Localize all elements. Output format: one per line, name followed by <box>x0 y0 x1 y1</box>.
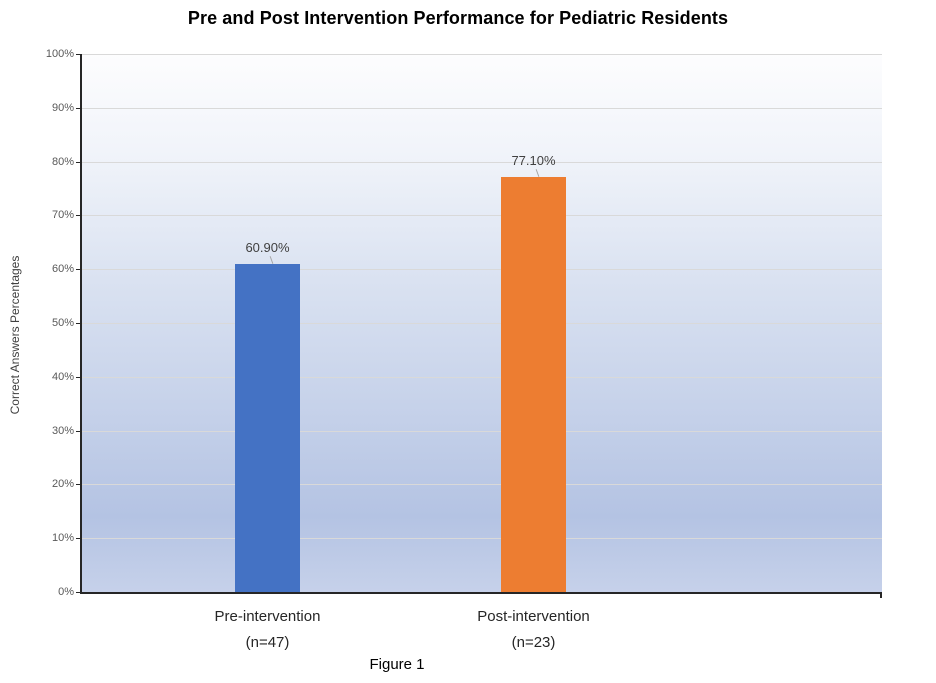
y-tick-label: 0% <box>58 586 74 598</box>
chart-title: Pre and Post Intervention Performance fo… <box>187 8 729 28</box>
y-tick-label: 10% <box>51 532 74 545</box>
y-axis-tick <box>76 431 81 432</box>
gridline-40% <box>82 376 882 378</box>
figure-caption: Figure 1 <box>369 656 425 673</box>
category-label-subtext: (n=47) <box>245 634 290 651</box>
y-tick-label: 90% <box>51 101 74 114</box>
y-tick-label: 50% <box>51 317 74 329</box>
data-label: 60.90% <box>245 240 290 256</box>
y-axis-title: Correct Answers Percentages <box>8 255 22 415</box>
y-tick-label: 80% <box>51 155 74 168</box>
gridline-20% <box>82 484 882 486</box>
gridline-30% <box>82 430 882 432</box>
y-axis-tick <box>76 54 81 55</box>
gridline-90% <box>82 107 882 109</box>
bar-post-intervention <box>501 177 566 592</box>
data-label-leader-line <box>535 169 539 178</box>
y-tick-label: 40% <box>51 370 74 383</box>
data-label-leader-line <box>269 256 273 265</box>
category-label-text: Post-intervention <box>477 608 590 625</box>
y-axis-tick <box>76 538 81 539</box>
gridline-10% <box>82 538 882 540</box>
data-label: 77.10% <box>511 153 556 169</box>
y-axis-tick <box>76 592 81 593</box>
category-label-post-intervention: Post-intervention (n=23) <box>424 604 644 656</box>
y-axis-tick <box>76 215 81 216</box>
gridline-80% <box>82 161 882 163</box>
y-axis-tick <box>76 377 81 378</box>
gridline-60% <box>82 269 882 271</box>
gridline-100% <box>82 54 882 55</box>
x-axis-end-tick <box>880 594 882 598</box>
y-tick-label: 20% <box>51 478 74 491</box>
y-tick-label: 60% <box>51 263 74 276</box>
bar-pre-intervention <box>235 264 300 592</box>
category-label-subtext: (n=23) <box>511 634 556 651</box>
plot-area: 60.90% 77.10% <box>82 54 882 592</box>
y-axis-line <box>80 54 82 594</box>
y-axis-tick <box>76 269 81 270</box>
y-tick-label: 100% <box>45 48 74 60</box>
y-axis-tick <box>76 162 81 163</box>
x-axis-line <box>82 592 882 594</box>
y-axis-tick <box>76 108 81 109</box>
y-axis-tick <box>76 484 81 485</box>
category-label-text: Pre-intervention <box>214 608 321 625</box>
y-tick-label: 30% <box>51 424 74 437</box>
y-axis-tick <box>76 323 81 324</box>
gridline-50% <box>82 323 882 324</box>
y-tick-label: 70% <box>51 209 74 222</box>
category-label-pre-intervention: Pre-intervention (n=47) <box>158 604 378 656</box>
gridline-70% <box>82 215 882 217</box>
